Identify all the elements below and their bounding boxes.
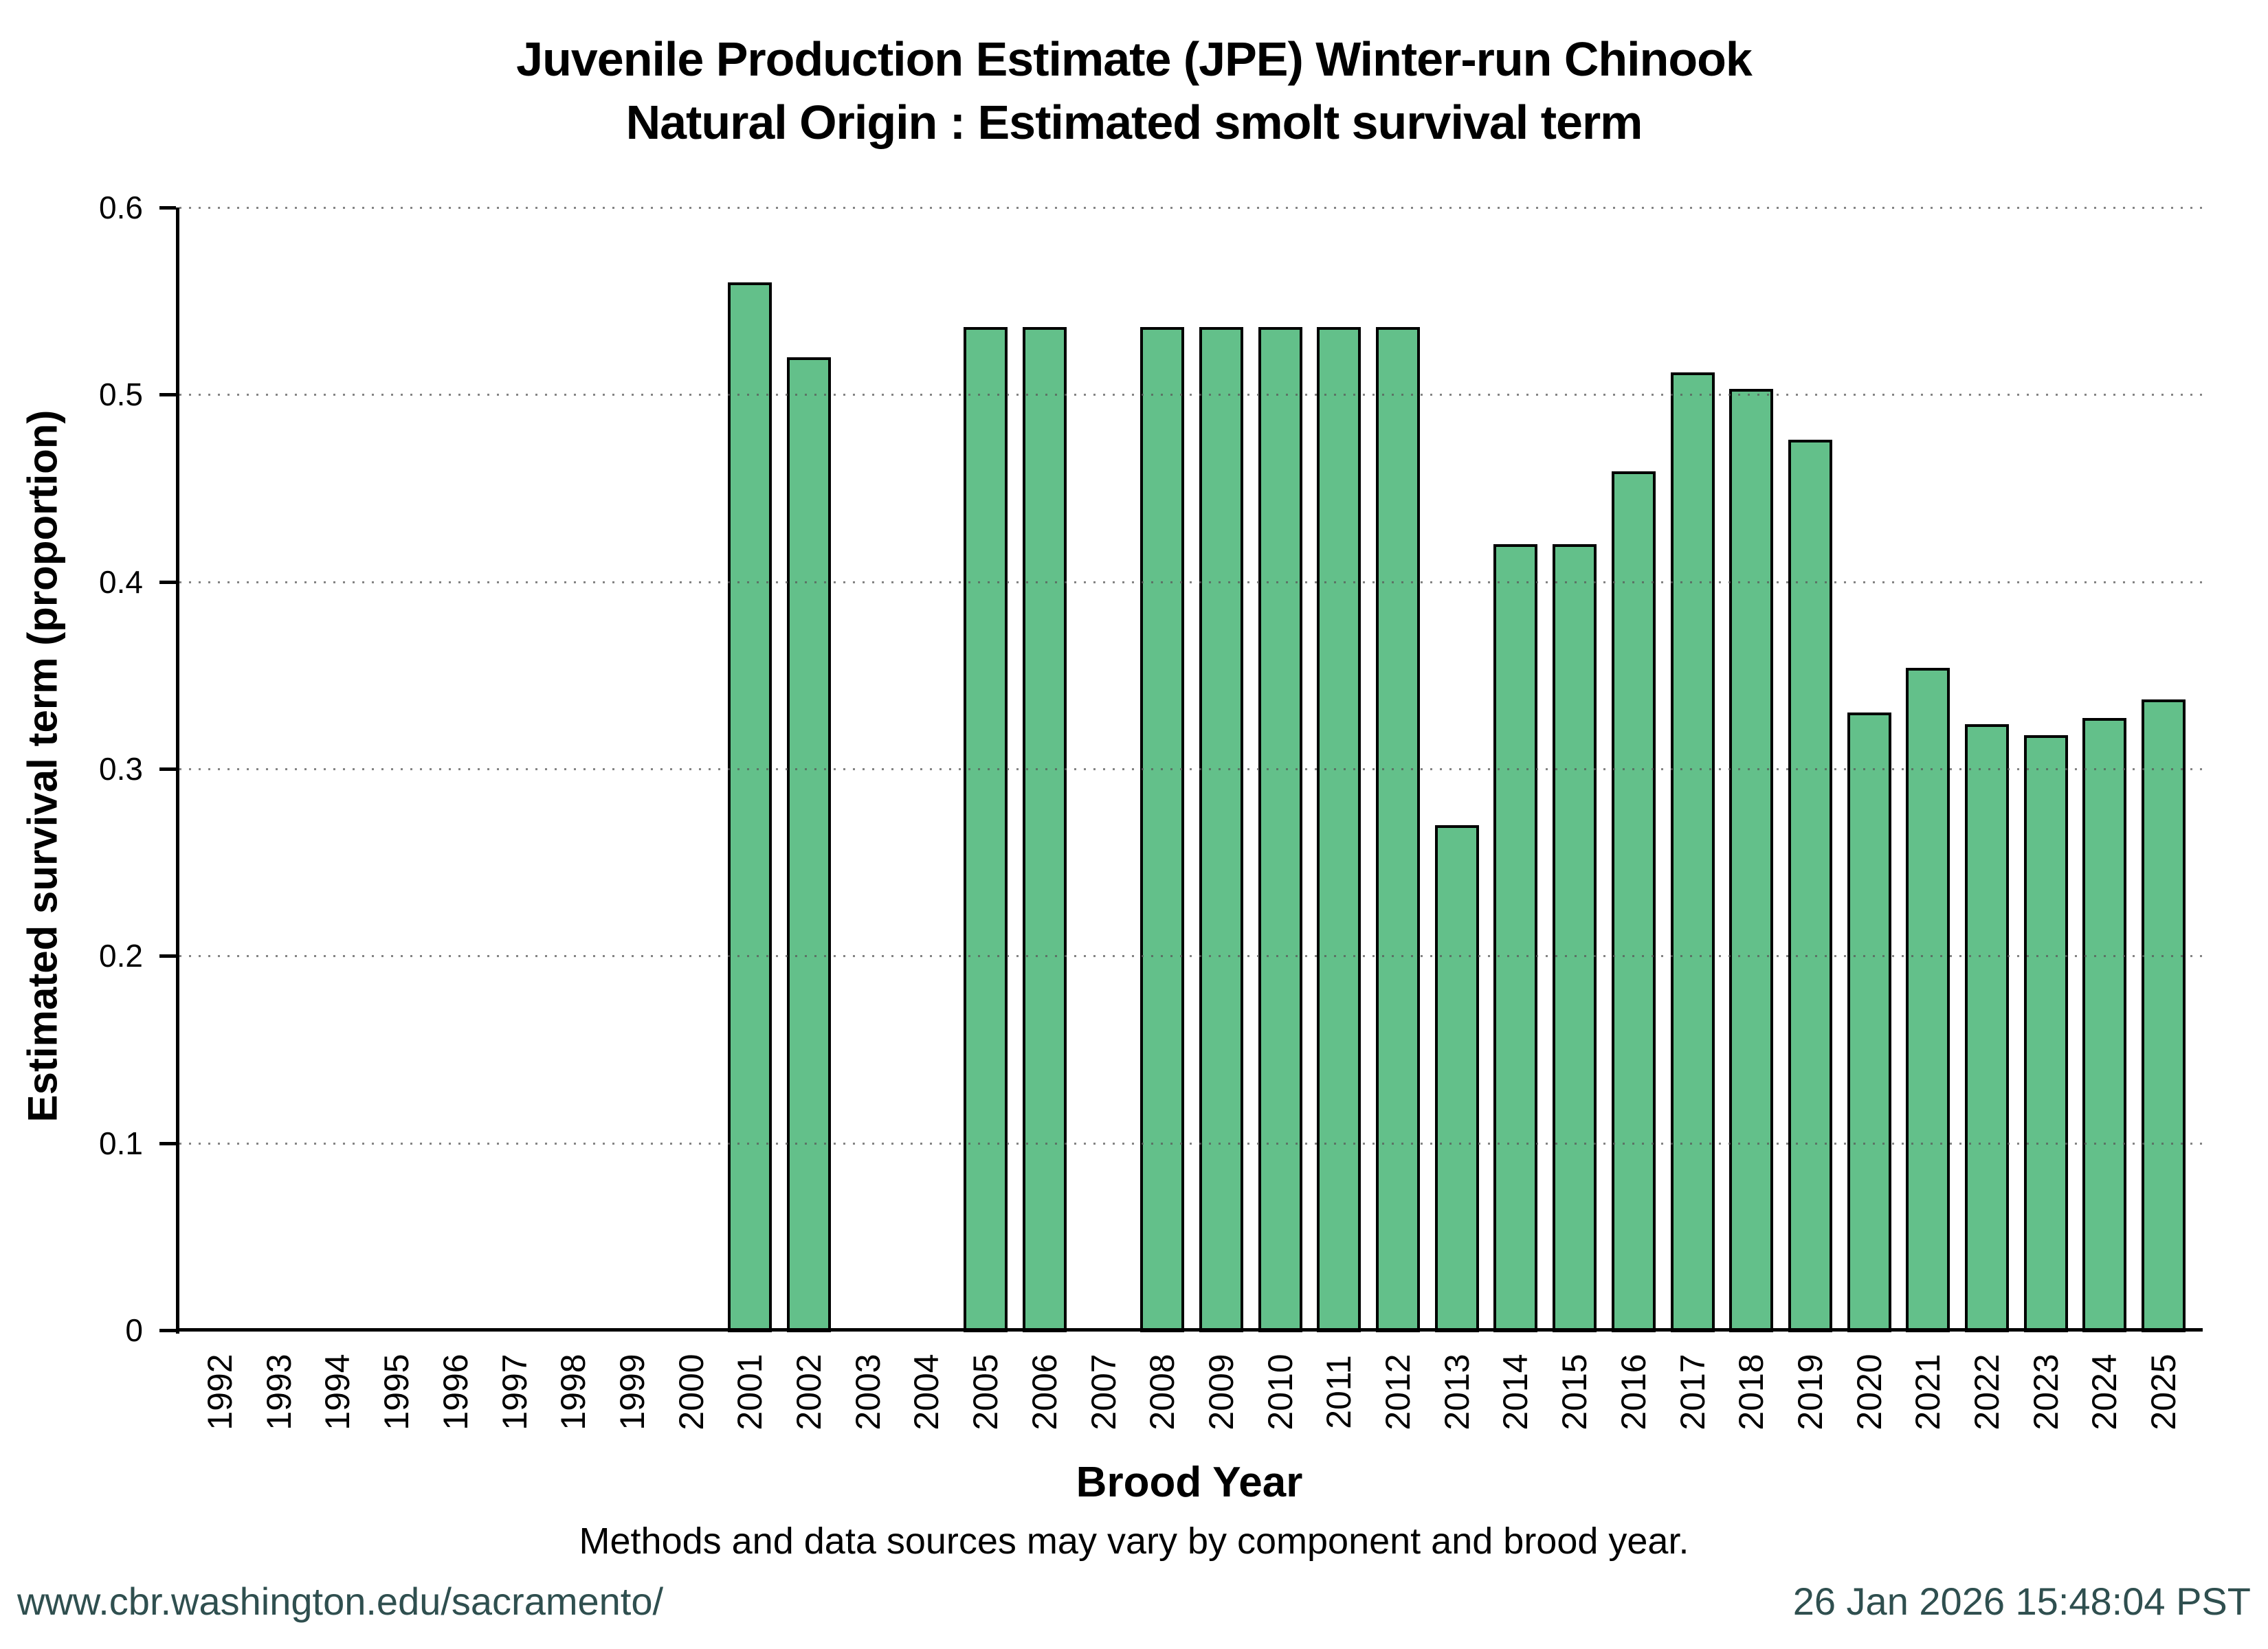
bar-2011 (1317, 327, 1361, 1332)
y-tick-label-0.2: 0.2 (99, 938, 143, 974)
x-tick-label-2016: 2016 (1614, 1354, 1653, 1431)
x-tick-label-2002: 2002 (790, 1354, 828, 1431)
gridline-0.2 (179, 955, 2203, 958)
x-tick-label-2021: 2021 (1909, 1354, 1948, 1431)
x-tick-label-2012: 2012 (1379, 1354, 1417, 1431)
x-tick-label-2024: 2024 (2085, 1354, 2124, 1431)
bar-2014 (1493, 544, 1538, 1332)
x-tick-label-1995: 1995 (377, 1354, 416, 1431)
bar-2015 (1553, 544, 1597, 1332)
x-tick-label-2010: 2010 (1260, 1354, 1300, 1431)
footer-url: www.cbr.washington.edu/sacramento/ (17, 1580, 664, 1623)
x-tick-label-2003: 2003 (848, 1354, 887, 1431)
bar-2020 (1847, 713, 1891, 1332)
bar-2017 (1670, 372, 1715, 1332)
x-tick-label-1999: 1999 (612, 1354, 652, 1431)
x-tick-label-2020: 2020 (1849, 1354, 1889, 1431)
x-tick-label-2015: 2015 (1555, 1354, 1594, 1431)
bar-2019 (1788, 439, 1832, 1332)
x-tick-label-2023: 2023 (2026, 1354, 2065, 1431)
x-tick-label-1997: 1997 (495, 1354, 534, 1431)
footer-timestamp: 26 Jan 2026 15:48:04 PST (1792, 1580, 2251, 1623)
x-tick-label-2017: 2017 (1673, 1354, 1712, 1431)
x-tick-label-1992: 1992 (201, 1354, 239, 1431)
x-tick-label-2006: 2006 (1025, 1354, 1064, 1431)
x-tick-label-2018: 2018 (1732, 1354, 1771, 1431)
bar-2022 (1965, 723, 2009, 1332)
x-tick-label-2011: 2011 (1320, 1355, 1359, 1429)
x-tick-label-2019: 2019 (1790, 1354, 1830, 1431)
gridline-0.1 (179, 1142, 2203, 1145)
x-tick-label-2005: 2005 (966, 1354, 1005, 1431)
x-tick-label-1993: 1993 (259, 1354, 298, 1431)
y-tick-label-0: 0 (125, 1312, 143, 1348)
y-tick-0.2 (159, 954, 176, 958)
bar-2013 (1434, 824, 1479, 1332)
gridline-0.3 (179, 768, 2203, 770)
bar-2025 (2142, 699, 2186, 1332)
x-tick-label-2025: 2025 (2144, 1354, 2183, 1431)
bar-2018 (1729, 389, 1774, 1332)
y-tick-label-0.6: 0.6 (99, 190, 143, 225)
y-tick-0.6 (159, 206, 176, 210)
bar-2005 (964, 327, 1008, 1332)
bar-2001 (728, 282, 772, 1332)
x-tick-label-2001: 2001 (731, 1354, 770, 1431)
x-tick-label-2000: 2000 (671, 1354, 711, 1431)
x-tick-label-2009: 2009 (1201, 1354, 1241, 1431)
bar-2021 (1906, 667, 1950, 1332)
bar-2023 (2023, 734, 2068, 1332)
chart-title-line1: Juvenile Production Estimate (JPE) Winte… (516, 32, 1753, 86)
x-tick-label-2022: 2022 (1968, 1354, 2006, 1431)
x-tick-label-1996: 1996 (436, 1354, 475, 1431)
x-tick-label-1998: 1998 (554, 1354, 593, 1431)
bar-2016 (1611, 471, 1656, 1332)
x-tick-label-2004: 2004 (907, 1354, 946, 1431)
x-axis-label: Brood Year (1076, 1459, 1303, 1506)
bar-2012 (1376, 327, 1420, 1332)
bar-2024 (2082, 718, 2127, 1332)
bar-2006 (1022, 327, 1067, 1332)
y-tick-0.3 (159, 767, 176, 771)
x-tick-label-2014: 2014 (1496, 1354, 1535, 1431)
y-tick-0 (159, 1329, 176, 1332)
y-tick-0.4 (159, 580, 176, 584)
chart-title-line2: Natural Origin : Estimated smolt surviva… (625, 96, 1643, 149)
bar-2009 (1199, 327, 1243, 1332)
y-tick-0.1 (159, 1141, 176, 1145)
y-tick-0.5 (159, 393, 176, 397)
bar-2008 (1140, 327, 1185, 1332)
x-tick-label-2008: 2008 (1143, 1354, 1182, 1431)
x-axis-line (176, 1328, 2203, 1332)
y-tick-label-0.5: 0.5 (99, 377, 143, 413)
bar-2010 (1258, 327, 1302, 1332)
y-tick-label-0.4: 0.4 (99, 563, 143, 600)
y-axis-spine (176, 207, 179, 1334)
x-tick-label-1994: 1994 (318, 1354, 357, 1431)
gridline-0.5 (179, 394, 2203, 396)
bar-2002 (787, 357, 831, 1332)
x-tick-label-2007: 2007 (1084, 1354, 1123, 1431)
y-tick-label-0.3: 0.3 (99, 751, 143, 787)
y-tick-label-0.1: 0.1 (99, 1125, 143, 1161)
gridline-0.4 (179, 581, 2203, 583)
gridline-0.6 (179, 207, 2203, 209)
x-tick-label-2013: 2013 (1437, 1354, 1476, 1431)
caption: Methods and data sources may vary by com… (579, 1521, 1689, 1562)
